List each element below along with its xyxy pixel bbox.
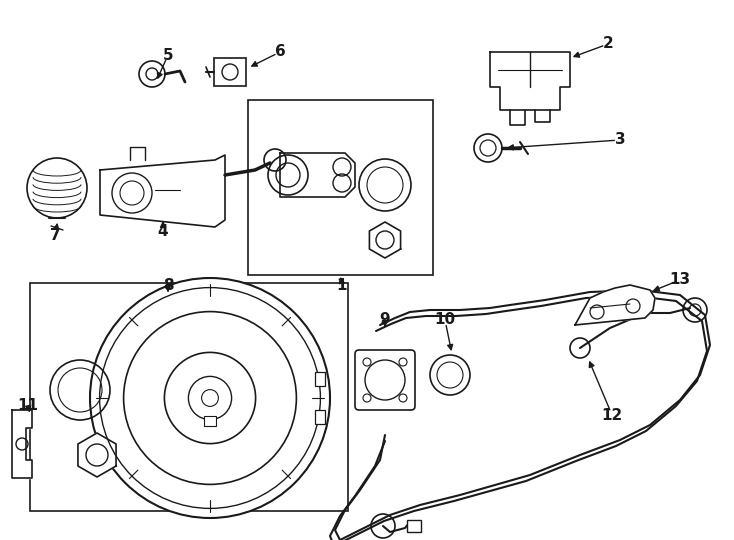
Text: 2: 2: [603, 37, 614, 51]
FancyBboxPatch shape: [355, 350, 415, 410]
Bar: [315, 372, 325, 386]
Text: 6: 6: [275, 44, 286, 59]
Text: 13: 13: [669, 273, 691, 287]
Bar: [30, 283, 348, 511]
Circle shape: [123, 312, 297, 484]
Polygon shape: [12, 410, 32, 478]
Polygon shape: [575, 285, 655, 325]
Bar: [204, 416, 216, 426]
Circle shape: [27, 158, 87, 218]
Polygon shape: [369, 222, 401, 258]
Bar: [407, 520, 421, 532]
Circle shape: [90, 278, 330, 518]
Text: 8: 8: [163, 278, 173, 293]
Circle shape: [164, 353, 255, 443]
Text: 7: 7: [50, 227, 60, 242]
Text: 4: 4: [158, 225, 168, 240]
Text: 5: 5: [163, 48, 173, 63]
Polygon shape: [490, 52, 570, 110]
Bar: [214, 58, 246, 86]
Polygon shape: [280, 153, 355, 197]
Bar: [315, 410, 325, 424]
Bar: [248, 100, 433, 275]
Text: 10: 10: [435, 313, 456, 327]
Polygon shape: [100, 155, 225, 227]
Text: 12: 12: [601, 408, 622, 422]
Text: 3: 3: [614, 132, 625, 147]
Text: 11: 11: [18, 397, 38, 413]
Text: 1: 1: [337, 278, 347, 293]
Polygon shape: [78, 433, 116, 477]
Text: 9: 9: [379, 313, 390, 327]
